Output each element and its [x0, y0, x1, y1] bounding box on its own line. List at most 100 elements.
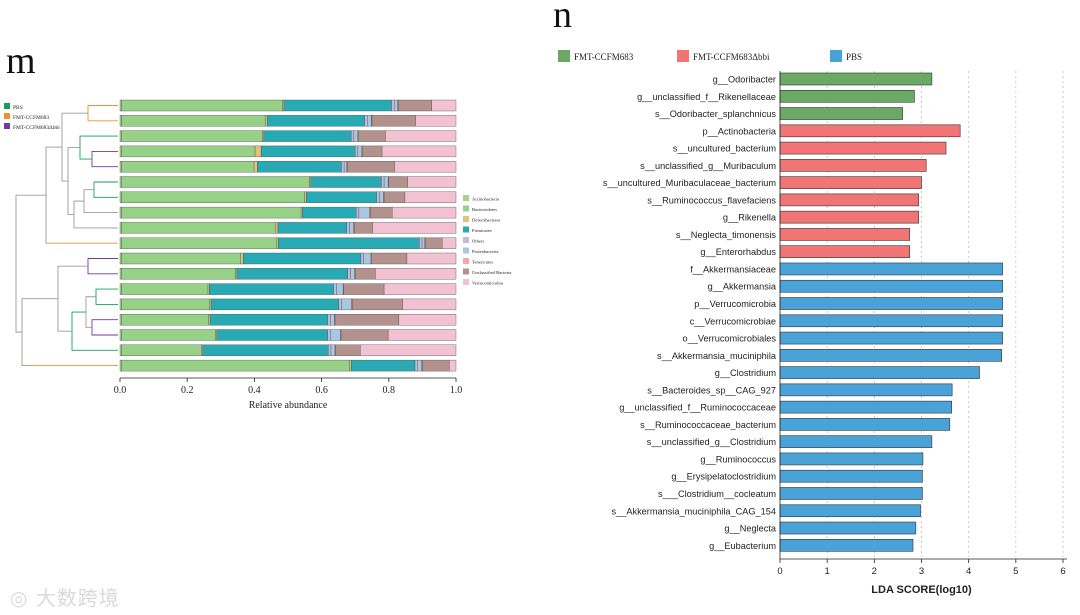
stacked-segment: [207, 283, 210, 295]
stacked-segment: [340, 329, 389, 341]
stacked-segment: [304, 191, 307, 203]
stacked-segment: [119, 130, 122, 142]
stacked-segment: [283, 99, 392, 112]
category-label: o__Verrucomicrobiales: [683, 334, 777, 344]
stacked-segment: [302, 206, 357, 219]
taxa-legend-label: Others: [472, 239, 484, 244]
stacked-segment: [394, 161, 457, 173]
lda-bar: [779, 107, 903, 120]
stacked-segment: [358, 206, 370, 219]
stacked-segment: [119, 222, 122, 234]
stacked-segment: [121, 359, 350, 372]
stacked-segment: [300, 206, 303, 219]
dendrogram-branch: [83, 189, 118, 214]
stacked-segment: [383, 176, 389, 188]
stacked-segment: [119, 283, 122, 295]
x-tick-label: 1: [825, 566, 830, 577]
stacked-abundance-chart: PBS FMT-CCFM683 FMT-CCFM683Δbbi Actinobacte…: [4, 99, 511, 411]
taxa-legend-label: Deferribacteres: [472, 218, 501, 223]
stacked-segment: [372, 222, 457, 234]
watermark-text: 大数跨境: [35, 586, 120, 610]
stacked-segment: [355, 145, 359, 158]
category-label: s__uncultured_bacterium: [673, 144, 777, 154]
category-label: s__Neglecta_timonensis: [676, 230, 777, 240]
stacked-segment: [350, 268, 355, 280]
stacked-segment: [376, 191, 380, 203]
stacked-segment: [121, 176, 310, 188]
x-tick-label: 5: [1013, 566, 1018, 577]
category-label: g__unclassified_f__Ruminococcaceae: [619, 403, 776, 413]
stacked-segment: [257, 161, 342, 173]
stacked-segment: [350, 359, 416, 372]
category-label: g__Rikenella: [723, 213, 777, 223]
stacked-segment: [119, 252, 122, 265]
category-label: g__Odoribacter: [713, 75, 776, 85]
stacked-segment: [121, 344, 202, 356]
stacked-segment: [414, 359, 418, 372]
lda-bar: [779, 314, 1003, 328]
stacked-segment: [263, 130, 352, 142]
stacked-segment: [119, 298, 122, 311]
category-label: s__unclassified_g__Muribaculum: [640, 161, 776, 171]
taxa-legend-label: Tenericutes: [472, 260, 493, 265]
stacked-segment: [121, 283, 209, 295]
stacked-segment: [417, 359, 422, 372]
stacked-segment: [121, 252, 241, 265]
lda-bar: [779, 418, 951, 431]
stacked-segment: [358, 130, 386, 142]
stacked-segment: [356, 206, 360, 219]
legend-swatch: [830, 50, 842, 62]
dendrogram-branch: [91, 150, 118, 168]
taxa-legend-swatch: [463, 205, 469, 212]
category-label: g__unclassified_f__Rikenellaceae: [637, 92, 776, 102]
stacked-segment: [309, 176, 312, 188]
stacked-segment: [265, 115, 268, 127]
lda-bar: [779, 435, 933, 448]
x-tick-label: 6: [1060, 566, 1065, 577]
taxa-legend-swatch: [463, 279, 469, 285]
stacked-segment: [398, 99, 432, 112]
lda-bar: [779, 297, 1003, 310]
stacked-segment: [371, 252, 408, 265]
stacked-segment: [371, 115, 416, 127]
stacked-segment: [119, 161, 122, 173]
stacked-segment: [119, 115, 122, 127]
stacked-segment: [349, 222, 354, 234]
stacked-segment: [421, 237, 425, 249]
dendrogram-branch: [73, 200, 118, 229]
stacked-segment: [121, 298, 210, 311]
taxa-legend-swatch: [463, 237, 469, 243]
stacked-segment: [387, 329, 457, 341]
stacked-segment: [121, 206, 302, 219]
lda-bar: [779, 245, 911, 258]
taxa-legend-label: Actinobacteria: [472, 197, 499, 202]
stacked-segment: [121, 314, 209, 326]
lda-bar: [779, 469, 923, 483]
lda-bar: [779, 383, 953, 397]
taxa-legend-swatch: [463, 268, 469, 275]
stacked-segment: [121, 237, 278, 249]
category-label: s__Ruminococcus_flavefaciens: [647, 195, 776, 205]
dendrogram-branch: [79, 135, 118, 160]
category-label: g__Akkermansia: [708, 282, 777, 292]
x-tick-label: 0.8: [383, 385, 396, 396]
stacked-segment: [394, 99, 398, 112]
stacked-segment: [385, 130, 457, 142]
stacked-segment: [277, 222, 347, 234]
dendrogram-branch: [45, 146, 62, 244]
stacked-segment: [215, 329, 217, 341]
category-label: s__Akkermansia_muciniphila_CAG_154: [612, 506, 776, 516]
stacked-segment: [419, 237, 423, 249]
stacked-segment: [336, 283, 344, 295]
stacked-segment: [121, 99, 283, 112]
stacked-segment: [201, 344, 203, 356]
x-tick-label: 0.4: [248, 385, 261, 396]
category-label: s__Bacteroides_sp__CAG_927: [647, 385, 776, 395]
stacked-segment: [327, 314, 331, 326]
lda-bar: [779, 504, 921, 518]
stacked-segment: [383, 191, 406, 203]
dendrogram-branch: [15, 194, 46, 333]
stacked-segment: [119, 99, 122, 112]
stacked-segment: [327, 329, 331, 341]
stacked-segment: [362, 145, 383, 158]
